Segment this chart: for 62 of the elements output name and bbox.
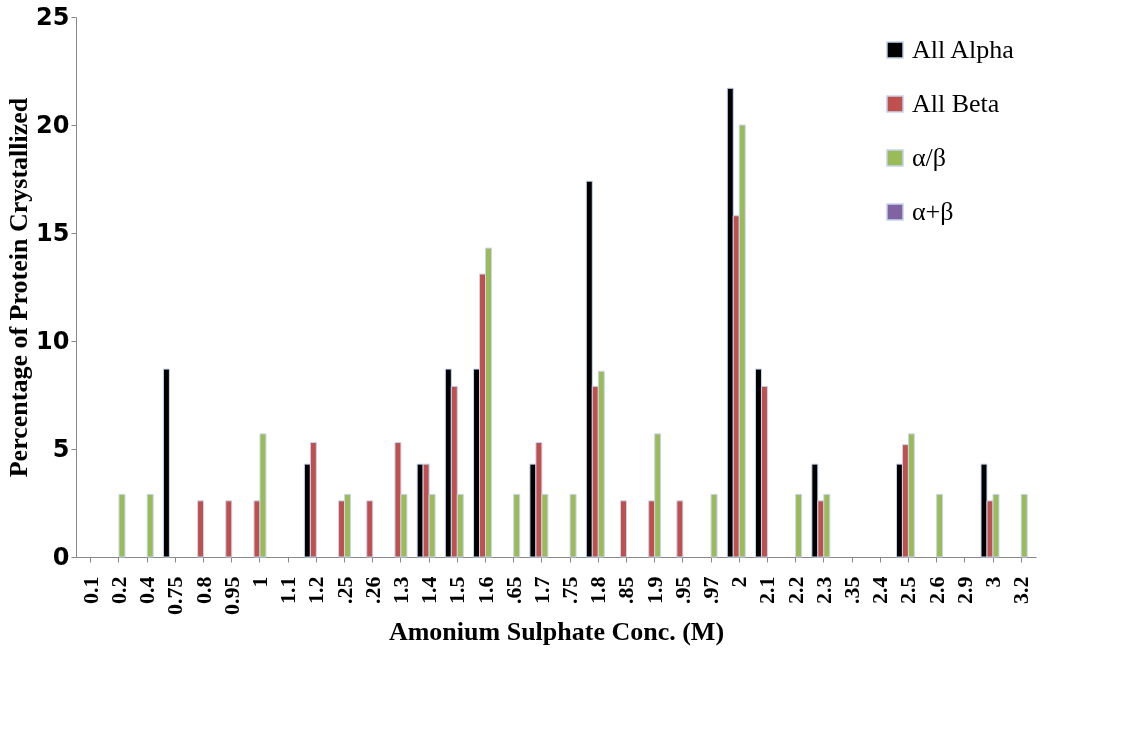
x-tick-label: .85 (613, 576, 639, 604)
x-tick-label: 1.4 (416, 576, 442, 604)
bar (811, 463, 819, 558)
bar (980, 463, 988, 558)
x-tick-label: 0.75 (162, 576, 188, 615)
bar (936, 493, 944, 558)
x-tick-label: 2.9 (951, 576, 977, 604)
x-tick-label: 0.95 (218, 576, 244, 615)
bar (1020, 493, 1028, 558)
bar (513, 493, 521, 558)
x-tick-label: 1.9 (641, 576, 667, 604)
legend-label: α/β (912, 143, 947, 172)
x-tick-label: 0.8 (190, 576, 216, 604)
x-tick-label: 0.2 (106, 576, 131, 604)
x-axis-title: Amonium Sulphate Conc. (M) (388, 617, 725, 646)
x-tick-label: .75 (557, 576, 583, 604)
bar (366, 500, 374, 558)
x-tick-label: 2.4 (867, 576, 893, 604)
y-tick-label: 20 (36, 110, 70, 139)
x-tick-label: 1.1 (275, 576, 301, 604)
x-tick-label: 0.1 (77, 576, 103, 604)
x-tick-label: .26 (359, 576, 385, 604)
x-tick-label: 2.5 (895, 576, 921, 604)
x-tick-label: 1.5 (444, 576, 470, 604)
x-tick-label: .25 (331, 576, 357, 604)
x-tick-label: 2.6 (923, 576, 949, 604)
x-tick-label: 2.1 (754, 576, 780, 604)
x-tick-label: 2 (726, 576, 752, 588)
x-tick-label: 1.6 (472, 576, 498, 604)
y-axis-title: Percentage of Protein Crystallized (4, 97, 34, 478)
bar (146, 493, 154, 558)
y-tick-label: 15 (36, 218, 70, 247)
legend-label: All Alpha (912, 35, 1015, 64)
bar (225, 500, 233, 558)
y-tick-label: 0 (52, 542, 70, 571)
bar (118, 493, 126, 558)
bar (197, 500, 205, 558)
x-tick-label: 3.2 (1008, 576, 1034, 604)
x-tick-label: .97 (698, 576, 724, 604)
x-tick-label: 1.8 (585, 576, 611, 604)
legend-label: α+β (912, 197, 954, 226)
x-tick-label: 3 (980, 576, 1005, 588)
bar (619, 500, 627, 558)
x-tick-label: 1.7 (528, 576, 554, 604)
x-tick-label: 2.3 (810, 576, 836, 604)
x-tick-label: 0.4 (134, 576, 160, 604)
bar (162, 368, 170, 558)
y-tick-label: 25 (36, 2, 70, 31)
bar (676, 500, 684, 558)
x-tick-label: 1 (246, 576, 272, 588)
x-tick-label: 1.2 (303, 576, 329, 604)
x-tick-label: .35 (839, 576, 865, 604)
x-tick-label: 2.2 (782, 576, 808, 604)
x-tick-label: .65 (500, 576, 526, 604)
legend-label: All Beta (912, 89, 1000, 118)
x-tick-label: .95 (669, 576, 695, 604)
bar (569, 493, 577, 558)
bar (710, 493, 718, 558)
bar (795, 493, 803, 558)
x-tick-label: 1.3 (387, 576, 413, 604)
y-tick-label: 5 (52, 434, 70, 463)
y-tick-label: 10 (36, 326, 70, 355)
